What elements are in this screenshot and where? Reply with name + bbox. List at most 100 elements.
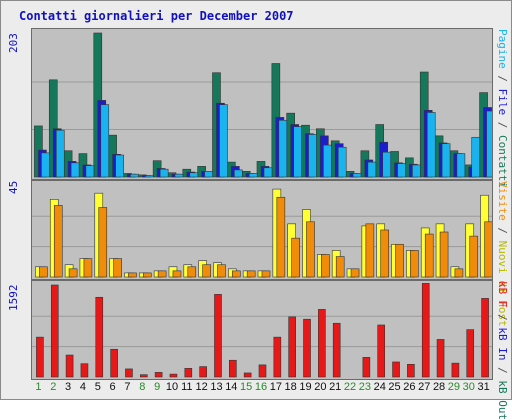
hosts-bar-visite-18	[291, 237, 300, 278]
traffic-bar-kb-f-13	[214, 294, 222, 378]
legend-visite: Visite	[496, 181, 509, 221]
visits-bar-pagine-28	[441, 143, 451, 178]
traffic-bar-kb-f-14	[229, 359, 237, 378]
traffic-bar-kb-f-4	[80, 363, 89, 378]
day-label-21: 21	[329, 381, 342, 393]
traffic-bar-kb-f-5	[95, 296, 104, 378]
hosts-bar-visite-27	[424, 233, 434, 278]
visits-panel	[31, 28, 493, 180]
hosts-bar-visite-24	[380, 229, 390, 278]
hosts-bar-visite-20	[321, 254, 330, 278]
hosts-bar-visite-13	[217, 264, 226, 278]
traffic-bar-kb-f-28	[436, 339, 445, 378]
chart-title: Contatti giornalieri per December 2007	[19, 9, 294, 23]
traffic-bar-kb-f-2	[50, 284, 59, 378]
traffic-bar-kb-f-3	[65, 354, 74, 378]
hosts-bar-visite-5	[98, 207, 108, 278]
hosts-bar-visite-19	[306, 221, 315, 278]
visits-bar-pagine-19	[308, 134, 317, 178]
hosts-bar-visite-22	[350, 268, 360, 278]
hosts-bar-visite-28	[439, 231, 449, 278]
hosts-bar-visite-30	[469, 235, 479, 278]
traffic-bar-kb-f-31	[481, 298, 489, 378]
traffic-bar-kb-f-24	[377, 324, 386, 378]
day-label-27: 27	[418, 381, 431, 393]
traffic-bar-kb-f-29	[451, 362, 460, 378]
traffic-bar-kb-f-7	[125, 368, 133, 378]
visits-bar-pagine-11	[189, 172, 199, 178]
hosts-bar-visite-8	[142, 272, 152, 278]
day-label-22: 22	[343, 381, 357, 393]
day-label-10: 10	[165, 381, 179, 393]
visits-bars	[32, 32, 492, 178]
traffic-bar-kb-f-20	[318, 309, 326, 378]
traffic-bar-kb-f-18	[288, 316, 296, 378]
traffic-legend: kB F / kB In / kB Out	[496, 281, 509, 420]
day-label-17: 17	[269, 381, 282, 393]
traffic-bar-kb-f-11	[184, 368, 193, 378]
hosts-bar-visite-26	[410, 250, 419, 278]
traffic-bar-kb-f-1	[36, 336, 44, 378]
day-label-6: 6	[109, 381, 116, 393]
visits-bar-pagine-23	[367, 161, 377, 178]
hosts-panel	[31, 180, 493, 280]
day-label-25: 25	[388, 381, 401, 393]
traffic-bars	[32, 283, 492, 378]
visits-bar-pagine-24	[382, 151, 392, 178]
hosts-bar-visite-17	[276, 196, 286, 278]
day-label-14: 14	[225, 381, 238, 393]
traffic-bar-kb-f-25	[392, 361, 400, 378]
visits-bar-pagine-10	[174, 173, 184, 178]
visits-bar-pagine-5	[100, 104, 110, 178]
day-label-28: 28	[432, 381, 446, 393]
day-label-16: 16	[254, 381, 268, 393]
hosts-bar-visite-7	[128, 272, 137, 278]
hosts-max-label: 45	[7, 180, 20, 194]
hosts-bar-visite-29	[454, 268, 464, 278]
traffic-bar-kb-f-26	[407, 363, 415, 378]
visits-bar-pagine-12	[204, 171, 213, 178]
day-label-24: 24	[373, 381, 386, 393]
visits-bar-pagine-22	[352, 173, 362, 178]
visits-bar-pagine-20	[323, 144, 332, 178]
day-label-9: 9	[154, 381, 161, 393]
legend-kb-out: kB Out	[496, 380, 509, 420]
visits-bar-pagine-30	[471, 136, 481, 178]
traffic-bar-kb-f-30	[466, 329, 475, 378]
visits-bar-pagine-18	[293, 126, 302, 178]
visits-bar-pagine-21	[337, 146, 347, 178]
day-label-7: 7	[124, 381, 131, 393]
day-label-26: 26	[403, 381, 416, 393]
visits-bar-pagine-9	[159, 168, 169, 178]
traffic-panel	[31, 280, 493, 380]
day-label-30: 30	[462, 381, 475, 393]
hosts-bar-visite-14	[232, 270, 241, 278]
day-label-4: 4	[79, 381, 86, 393]
day-label-19: 19	[299, 381, 312, 393]
traffic-bar-kb-f-6	[110, 348, 118, 378]
visits-bar-pagine-3	[70, 162, 80, 178]
traffic-bar-kb-f-15	[243, 372, 252, 378]
visits-bar-pagine-7	[130, 173, 139, 178]
visits-max-label: 203	[7, 33, 20, 53]
hosts-bar-visite-11	[187, 266, 197, 278]
day-label-23: 23	[358, 381, 371, 393]
traffic-bar-kb-f-8	[139, 374, 148, 378]
visits-bar-pagine-27	[426, 112, 436, 178]
traffic-bar-kb-f-27	[421, 283, 430, 378]
hosts-bar-visite-6	[113, 258, 122, 278]
traffic-bar-kb-f-10	[169, 373, 178, 378]
hosts-bar-visite-2	[53, 205, 63, 278]
day-label-18: 18	[284, 381, 297, 393]
traffic-bar-kb-f-23	[362, 357, 371, 378]
legend-file: File	[496, 88, 509, 116]
traffic-bar-kb-f-12	[199, 366, 207, 378]
day-axis: 1 2 3 4 5 6 7 8 9 10 11 12 13 14 15 16 17 18 19 20 21 22 23 24 2…	[31, 381, 491, 395]
visits-legend: Pagine / File / Contatti	[496, 29, 509, 188]
day-label-13: 13	[210, 381, 223, 393]
traffic-bar-kb-f-19	[303, 318, 311, 378]
hosts-bar-visite-31	[484, 221, 492, 278]
legend-kb-f: kB F	[496, 281, 509, 308]
visits-bar-pagine-26	[412, 164, 421, 178]
day-label-15: 15	[240, 381, 253, 393]
